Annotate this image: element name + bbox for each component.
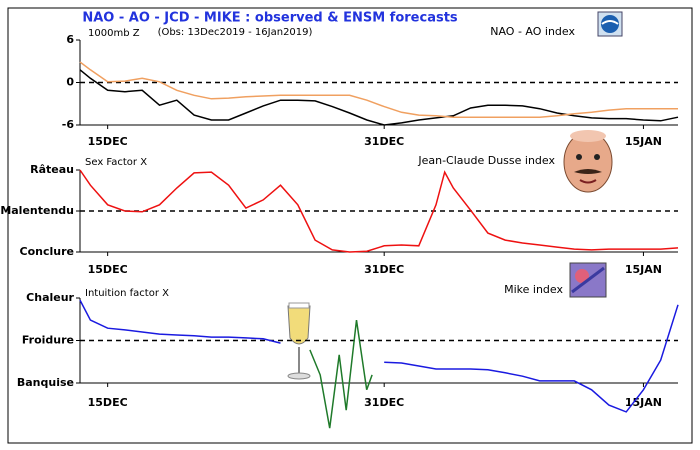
y-axis-label: 1000mb Z [88,28,140,39]
data-line [79,61,678,118]
panel-title: Mike index [504,283,563,296]
y-tick-label: Banquise [17,376,74,389]
data-line [309,319,373,429]
x-tick-label: 15DEC [88,135,128,148]
x-tick-label: 15JAN [625,135,662,148]
panel-title: Jean-Claude Dusse index [417,154,555,167]
panel-title: NAO - AO index [490,25,575,38]
data-line [384,304,679,413]
y-tick-label: Chaleur [26,291,74,304]
y-tick-label: Râteau [30,163,74,176]
x-tick-label: 31DEC [364,263,404,276]
y-tick-label: -6 [62,118,75,131]
y-tick-label: Froidure [22,334,74,347]
x-tick-label: 15DEC [88,396,128,409]
y-tick-label: 0 [66,76,74,89]
y-tick-label: 6 [66,33,74,46]
x-tick-label: 31DEC [364,396,404,409]
noaa-logo [597,11,623,37]
face-portrait [563,130,613,193]
data-line [79,69,679,126]
y-axis-label: Sex Factor X [85,157,147,168]
subtitle: (Obs: 13Dec2019 - 16Jan2019) [158,27,313,38]
y-axis-label: Intuition factor X [85,288,169,299]
x-tick-label: 15JAN [625,396,662,409]
x-tick-label: 31DEC [364,135,404,148]
data-line [79,169,679,253]
data-line [79,299,281,344]
y-tick-label: Conclure [20,245,74,258]
mike-image [569,262,607,298]
x-tick-label: 15JAN [625,263,662,276]
title: NAO - AO - JCD - MIKE : observed & ENSM … [82,11,458,26]
x-tick-label: 15DEC [88,263,128,276]
y-tick-label: Malentendu [0,204,74,217]
champagne-glass [287,302,311,380]
